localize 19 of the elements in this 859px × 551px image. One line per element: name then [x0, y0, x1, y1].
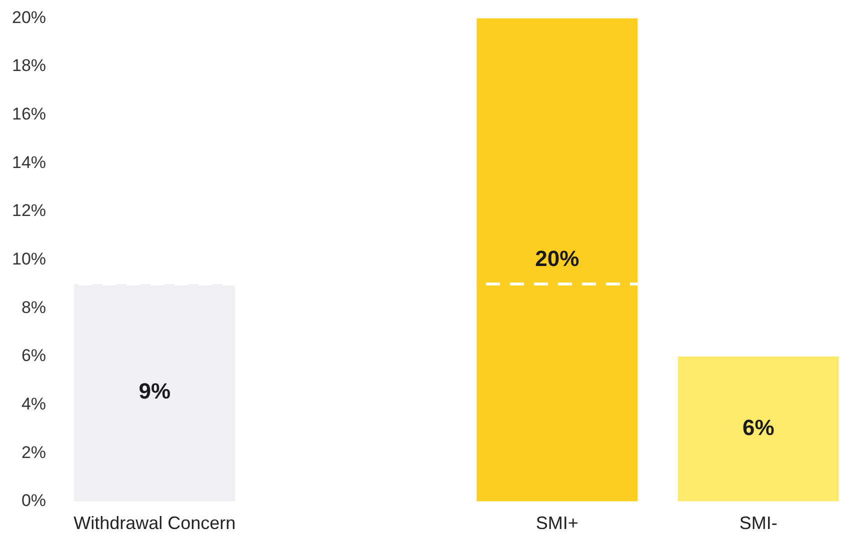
x-tick-label: SMI+: [536, 513, 578, 534]
data-label: 6%: [742, 414, 774, 440]
bar: [678, 356, 839, 502]
y-tick-label: 18%: [12, 56, 46, 76]
y-tick-label: 0%: [21, 491, 46, 510]
data-label: 9%: [138, 378, 171, 404]
y-tick-label: 8%: [21, 298, 46, 317]
y-tick-label: 16%: [12, 104, 46, 124]
x-tick-label: Withdrawal Concern: [74, 513, 236, 534]
y-tick-label: 4%: [21, 394, 46, 414]
x-tick-label: SMI-: [739, 513, 778, 534]
y-tick-label: 10%: [12, 249, 46, 268]
y-tick-label: 14%: [12, 152, 46, 172]
data-label: 20%: [535, 246, 580, 271]
y-tick-label: 12%: [12, 201, 46, 220]
bar: [476, 18, 638, 502]
y-tick-label: 6%: [21, 346, 46, 366]
y-tick-label: 20%: [12, 8, 46, 27]
y-tick-label: 2%: [21, 442, 46, 462]
